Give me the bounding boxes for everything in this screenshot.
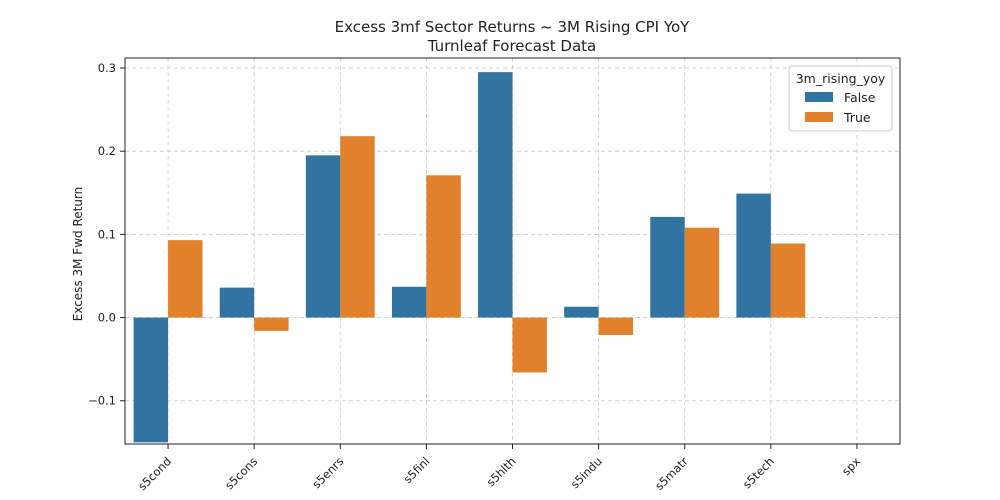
bar-true-s5tech bbox=[770, 243, 806, 318]
bar-true-s5cond bbox=[168, 240, 203, 318]
x-tick-label: s5cond bbox=[135, 454, 174, 493]
bar-false-s5matr bbox=[650, 216, 685, 318]
bar-true-s5hlth bbox=[512, 317, 547, 373]
x-tick-label: s5matr bbox=[652, 454, 691, 493]
bar-false-s5enrs bbox=[305, 155, 341, 318]
x-tick-label: s5hlth bbox=[484, 454, 519, 489]
legend[interactable]: 3m_rising_yoy False True bbox=[788, 65, 893, 132]
x-tick-label: s5cons bbox=[222, 454, 260, 492]
legend-label-false[interactable]: False bbox=[844, 90, 876, 105]
bar-false-s5cons bbox=[219, 287, 255, 318]
legend-swatch-false bbox=[805, 92, 833, 102]
bars bbox=[133, 72, 806, 443]
legend-title: 3m_rising_yoy bbox=[796, 71, 886, 86]
x-tick-label: s5finl bbox=[401, 454, 433, 486]
legend-swatch-true bbox=[805, 112, 833, 122]
y-tick-label: 0.1 bbox=[98, 227, 116, 241]
bar-false-s5indu bbox=[564, 306, 599, 318]
bar-true-s5indu bbox=[598, 317, 634, 336]
x-tick-label: s5tech bbox=[740, 454, 777, 491]
bar-true-s5enrs bbox=[340, 136, 375, 318]
y-tick-label: 0.3 bbox=[98, 61, 116, 75]
legend-label-true[interactable]: True bbox=[843, 110, 871, 125]
y-tick-label: −0.1 bbox=[88, 394, 116, 408]
chart-title-line-2: Turnleaf Forecast Data bbox=[427, 37, 597, 55]
y-axis-label: Excess 3M Fwd Return bbox=[71, 187, 85, 322]
bar-true-s5finl bbox=[426, 175, 461, 318]
y-tick-label: 0.2 bbox=[98, 144, 116, 158]
chart-title: Excess 3mf Sector Returns ~ 3M Rising CP… bbox=[335, 18, 691, 55]
chart-title-line-1: Excess 3mf Sector Returns ~ 3M Rising CP… bbox=[335, 18, 691, 36]
bar-true-s5matr bbox=[684, 227, 720, 318]
bar-false-s5finl bbox=[391, 286, 427, 318]
x-tick-label: s5indu bbox=[568, 454, 605, 491]
bar-false-s5tech bbox=[736, 193, 771, 318]
y-axis: −0.1 0.0 0.1 0.2 0.3 bbox=[88, 61, 125, 408]
bar-true-s5cons bbox=[254, 317, 289, 331]
bar-false-s5cond bbox=[133, 317, 169, 443]
x-axis: s5cond s5cons s5enrs s5finl s5hlth s5indu s5ma… bbox=[135, 444, 863, 493]
x-tick-label: spx bbox=[839, 454, 863, 478]
y-tick-label: 0.0 bbox=[98, 311, 116, 325]
x-tick-label: s5enrs bbox=[309, 454, 346, 491]
bar-false-s5hlth bbox=[478, 72, 513, 318]
